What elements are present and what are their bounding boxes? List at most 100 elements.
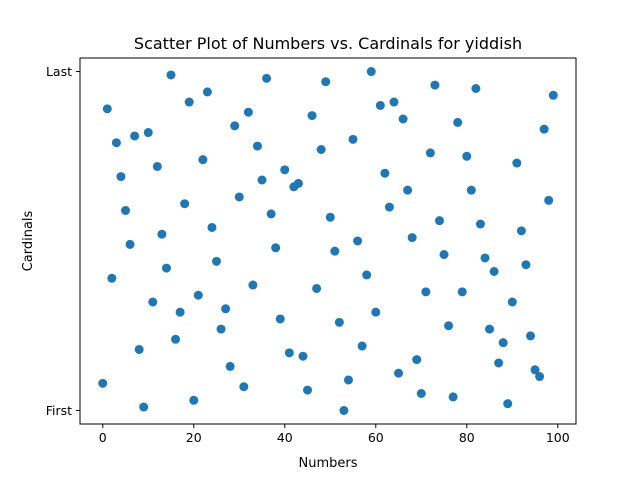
data-point xyxy=(212,256,222,266)
y-axis-label: Cardinals xyxy=(21,210,36,271)
data-point xyxy=(453,117,463,127)
data-point xyxy=(161,263,171,273)
data-point xyxy=(130,131,140,141)
data-point xyxy=(221,304,231,314)
data-point xyxy=(466,185,476,195)
data-point xyxy=(498,338,508,348)
data-point xyxy=(366,67,376,77)
data-point xyxy=(262,73,272,83)
x-tick-label: 0 xyxy=(99,430,107,445)
data-point xyxy=(494,358,504,368)
data-point xyxy=(475,219,485,229)
data-point xyxy=(107,273,117,283)
chart-title: Scatter Plot of Numbers vs. Cardinals fo… xyxy=(134,34,522,53)
data-point xyxy=(394,368,404,378)
data-point xyxy=(189,395,199,405)
data-point xyxy=(548,90,558,100)
data-point xyxy=(102,104,112,114)
y-axis-ticks: First Last xyxy=(46,64,80,418)
data-point xyxy=(134,344,144,354)
data-point xyxy=(230,121,240,131)
x-tick-label: 100 xyxy=(546,430,570,445)
data-point xyxy=(471,84,481,93)
data-point xyxy=(462,151,472,161)
data-point xyxy=(198,155,208,165)
data-point xyxy=(398,114,408,124)
data-point xyxy=(275,314,285,324)
data-point xyxy=(416,389,426,398)
data-point xyxy=(539,124,549,134)
data-point xyxy=(343,375,353,385)
data-point xyxy=(434,216,444,226)
data-point xyxy=(403,185,413,195)
data-point xyxy=(193,290,203,300)
data-point xyxy=(234,192,244,202)
data-point xyxy=(439,250,449,260)
data-point xyxy=(171,334,181,344)
data-point xyxy=(184,97,194,107)
data-point xyxy=(312,283,322,293)
data-point xyxy=(384,202,394,212)
data-point xyxy=(503,399,513,409)
data-point xyxy=(157,229,167,239)
data-point xyxy=(425,148,435,158)
data-point xyxy=(243,107,253,117)
data-point xyxy=(530,365,540,375)
y-tick-label: Last xyxy=(46,64,72,79)
data-point xyxy=(216,324,226,334)
data-point xyxy=(325,212,335,222)
data-point xyxy=(284,348,294,358)
data-point xyxy=(525,331,535,341)
data-point xyxy=(507,297,517,307)
data-point xyxy=(143,128,153,138)
data-point xyxy=(489,267,499,276)
data-point xyxy=(412,355,422,365)
data-point xyxy=(280,165,290,175)
data-point xyxy=(225,361,235,371)
data-point xyxy=(330,246,340,256)
data-point xyxy=(148,297,158,307)
data-point xyxy=(421,287,431,297)
data-point xyxy=(485,324,495,334)
data-point xyxy=(380,168,390,178)
x-tick-label: 20 xyxy=(186,430,202,445)
data-point xyxy=(303,385,313,395)
data-point xyxy=(334,317,344,327)
data-point xyxy=(407,233,417,243)
data-point xyxy=(357,341,367,351)
data-point xyxy=(257,175,267,185)
data-point xyxy=(121,206,131,215)
data-point xyxy=(266,209,276,219)
data-point xyxy=(166,70,176,80)
data-point xyxy=(207,222,217,232)
x-axis-label: Numbers xyxy=(299,456,358,471)
x-tick-label: 80 xyxy=(459,430,475,445)
data-point xyxy=(125,239,135,249)
data-point xyxy=(202,87,212,97)
data-point xyxy=(457,287,467,297)
data-point xyxy=(339,405,349,415)
data-point xyxy=(139,402,149,412)
data-point xyxy=(298,351,308,361)
x-tick-label: 40 xyxy=(277,430,293,445)
data-point xyxy=(248,280,258,290)
data-point xyxy=(316,145,326,154)
data-point xyxy=(111,138,121,148)
data-point xyxy=(252,141,262,151)
data-point xyxy=(180,199,190,209)
data-point xyxy=(307,111,317,121)
data-point xyxy=(353,236,363,246)
data-point xyxy=(371,307,381,317)
x-tick-label: 60 xyxy=(368,430,384,445)
data-point xyxy=(389,97,399,107)
y-tick-label: First xyxy=(46,403,72,418)
data-point xyxy=(152,161,162,171)
data-point xyxy=(175,307,185,317)
data-point xyxy=(98,378,108,388)
data-point xyxy=(512,158,522,168)
data-point xyxy=(348,134,358,144)
x-axis-ticks: 0 20 40 60 80 100 xyxy=(99,424,570,445)
data-point xyxy=(480,253,490,263)
data-point xyxy=(239,382,249,392)
